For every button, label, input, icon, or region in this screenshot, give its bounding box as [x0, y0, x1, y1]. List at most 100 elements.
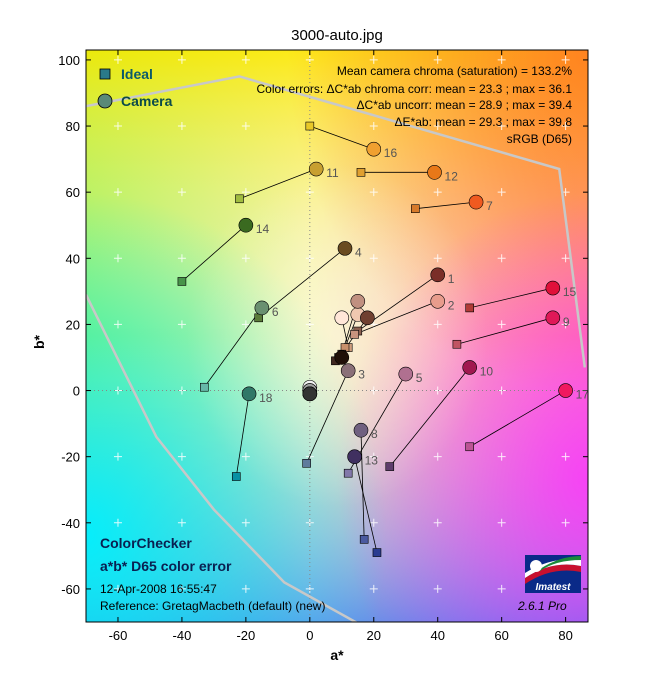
ideal-point [177, 277, 187, 286]
ideal-point [235, 194, 244, 204]
patch-label: 7 [486, 199, 493, 213]
y-tick-label: 0 [73, 384, 80, 399]
gamut-boundary-line [86, 294, 359, 622]
grid-plus [369, 254, 378, 263]
error-line [354, 300, 438, 335]
grid-plus [241, 188, 250, 197]
camera-point [360, 310, 375, 326]
grid-plus [241, 452, 250, 461]
error-line [354, 456, 378, 553]
grid-plus [369, 584, 378, 593]
grid-plus-markers [86, 50, 588, 622]
plot-background [86, 50, 588, 622]
patch-label: 4 [355, 245, 362, 259]
grid-plus [177, 518, 186, 527]
camera-point [254, 300, 270, 316]
y-tick-label: 60 [66, 185, 80, 200]
grid-plus [369, 55, 378, 64]
ideal-point [356, 168, 366, 177]
grid-plus [497, 55, 506, 64]
patch-label: 5 [416, 371, 423, 385]
y-tick-label: -60 [61, 582, 80, 597]
grid-plus [497, 584, 506, 593]
camera-point [350, 293, 366, 309]
ideal-point [465, 442, 474, 452]
error-line [415, 201, 477, 210]
legend: Ideal Camera [97, 66, 173, 109]
y-tick-label: -40 [61, 516, 80, 531]
imatest-logo-text: Imatest [535, 582, 571, 593]
y-tick-label: 20 [66, 317, 80, 332]
x-tick-label: 40 [430, 628, 444, 643]
camera-point [545, 310, 561, 326]
error-line [203, 307, 263, 388]
grid-plus [497, 386, 506, 395]
ideal-point [200, 382, 209, 392]
camera-point [347, 449, 362, 464]
grid-plus [369, 122, 378, 131]
grid-plus [177, 188, 186, 197]
grid-plus [433, 518, 442, 527]
grid-plus [177, 452, 186, 461]
grid-plus [433, 386, 442, 395]
grid-plus [369, 386, 378, 395]
legend-camera-label: Camera [121, 93, 173, 109]
legend-ideal-label: Ideal [121, 66, 153, 82]
grid-plus [433, 254, 442, 263]
grid-plus [177, 254, 186, 263]
ideal-point [350, 330, 359, 339]
legend-ideal-marker [99, 68, 111, 80]
grid-plus [561, 518, 570, 527]
camera-point [353, 422, 369, 438]
patch-label: 1 [448, 272, 455, 286]
grid-plus [113, 584, 122, 593]
grid-plus [369, 518, 378, 527]
error-line [469, 287, 553, 309]
camera-point [427, 165, 442, 180]
patch-label: 15 [563, 285, 577, 299]
ideal-point [411, 204, 420, 214]
x-tick-label: 0 [306, 628, 313, 643]
grid-plus [433, 320, 442, 329]
error-line [456, 317, 553, 345]
grid-plus [113, 122, 122, 131]
error-line [360, 430, 365, 540]
grid-plus [369, 188, 378, 197]
patch-label: 6 [272, 305, 279, 319]
patch-label: 11 [326, 166, 339, 180]
camera-point [366, 141, 382, 157]
grid-plus [241, 55, 250, 64]
grid-plus [113, 452, 122, 461]
grid-plus [113, 320, 122, 329]
footer-timestamp: 12-Apr-2008 16:55:47 [100, 582, 217, 596]
camera-point [430, 267, 446, 283]
patch-label: 18 [259, 391, 273, 405]
x-tick-label: 80 [558, 628, 572, 643]
patch-label: 16 [384, 146, 398, 160]
ideal-point [385, 462, 395, 471]
grid-plus [433, 452, 442, 461]
y-tick-label: 100 [58, 53, 80, 68]
y-tick-label: -20 [61, 450, 80, 465]
gamut-boundaries [86, 75, 587, 622]
imatest-logo: Imatest [525, 555, 581, 593]
ideal-point [372, 548, 382, 557]
x-tick-label: -60 [109, 628, 128, 643]
grid-plus [241, 518, 250, 527]
camera-point [340, 363, 356, 379]
grid-plus [497, 122, 506, 131]
footer-subtitle: a*b* D65 color error [100, 558, 232, 574]
camera-point [337, 241, 353, 256]
grid-plus [561, 320, 570, 329]
ideal-point [452, 339, 462, 349]
patch-label: 2 [448, 298, 455, 312]
camera-point [545, 280, 561, 296]
camera-point [334, 350, 350, 365]
axes: -60 -40 -20 0 20 40 60 80 -60 -40 -20 0 20 40 60 80 100 [58, 50, 588, 643]
camera-point [308, 161, 324, 177]
x-tick-label: -40 [173, 628, 192, 643]
patch-label: 3 [358, 368, 365, 382]
ideal-point [302, 458, 311, 468]
